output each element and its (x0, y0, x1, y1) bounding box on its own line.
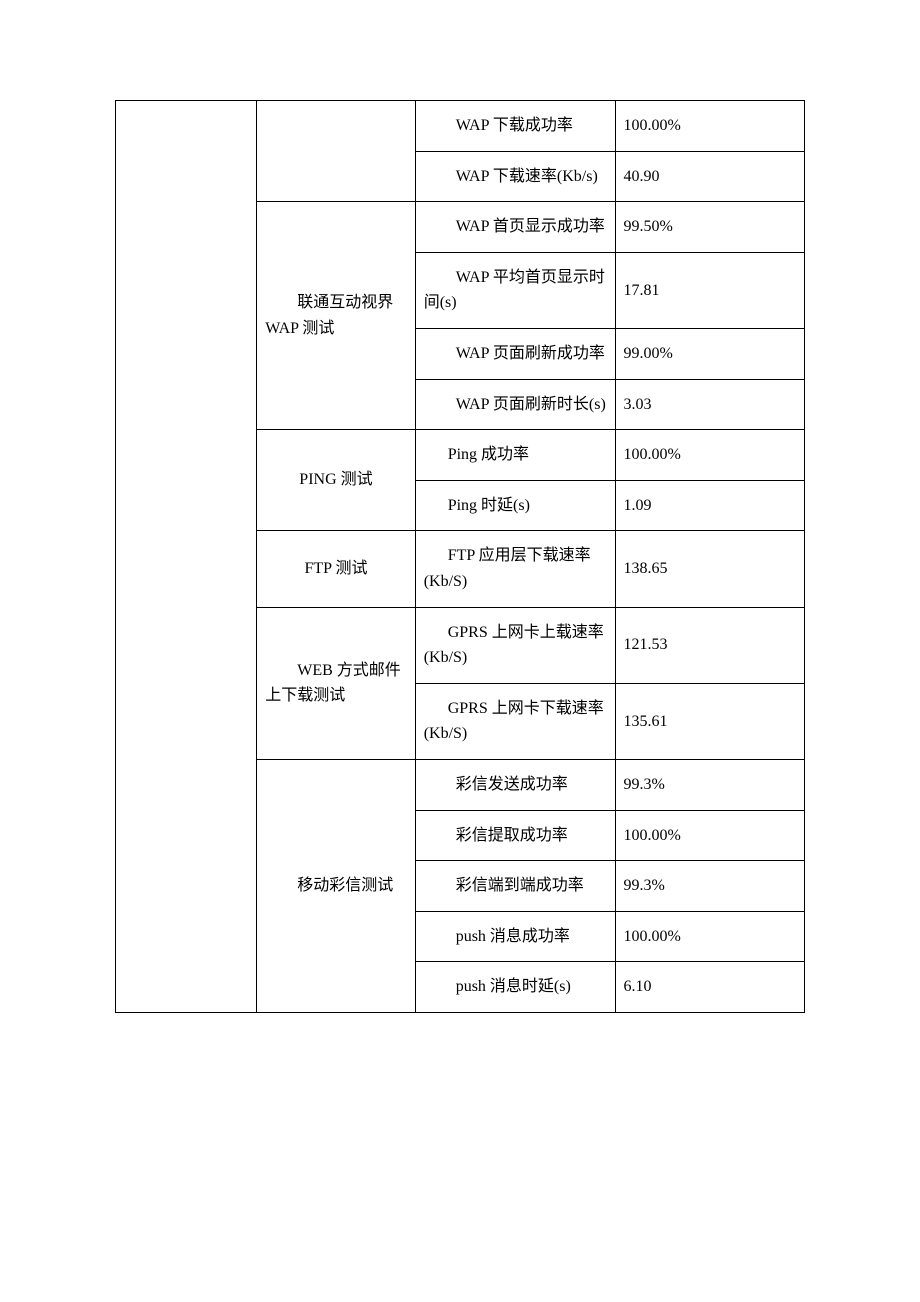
metric-cell: push 消息时延(s) (415, 962, 615, 1013)
test-name-cell: 联通互动视界 WAP 测试 (257, 202, 415, 430)
value-cell: 99.00% (615, 328, 805, 379)
metric-cell: WAP 平均首页显示时间(s) (415, 252, 615, 328)
test-name-cell: PING 测试 (257, 430, 415, 531)
metric-cell: 彩信发送成功率 (415, 759, 615, 810)
test-name-cell: FTP 测试 (257, 531, 415, 607)
value-cell: 135.61 (615, 683, 805, 759)
category-cell (116, 101, 257, 1013)
table-row: WAP 下载成功率 100.00% (116, 101, 805, 152)
metric-cell: GPRS 上网卡下载速率(Kb/S) (415, 683, 615, 759)
metric-cell: GPRS 上网卡上载速率(Kb/S) (415, 607, 615, 683)
value-cell: 17.81 (615, 252, 805, 328)
value-cell: 100.00% (615, 101, 805, 152)
value-cell: 6.10 (615, 962, 805, 1013)
value-cell: 121.53 (615, 607, 805, 683)
metric-cell: FTP 应用层下载速率(Kb/S) (415, 531, 615, 607)
test-metrics-table: WAP 下载成功率 100.00% WAP 下载速率(Kb/s) 40.90 联… (115, 100, 805, 1013)
value-cell: 138.65 (615, 531, 805, 607)
value-cell: 99.3% (615, 861, 805, 912)
value-cell: 3.03 (615, 379, 805, 430)
metric-cell: Ping 成功率 (415, 430, 615, 481)
metric-cell: push 消息成功率 (415, 911, 615, 962)
test-name-cell: 移动彩信测试 (257, 759, 415, 1012)
value-cell: 99.3% (615, 759, 805, 810)
metric-cell: WAP 页面刷新成功率 (415, 328, 615, 379)
value-cell: 100.00% (615, 430, 805, 481)
value-cell: 99.50% (615, 202, 805, 253)
metric-cell: 彩信端到端成功率 (415, 861, 615, 912)
metric-cell: 彩信提取成功率 (415, 810, 615, 861)
metric-cell: WAP 页面刷新时长(s) (415, 379, 615, 430)
test-name-cell: WEB 方式邮件上下载测试 (257, 607, 415, 759)
metric-cell: WAP 下载速率(Kb/s) (415, 151, 615, 202)
metric-cell: WAP 首页显示成功率 (415, 202, 615, 253)
value-cell: 100.00% (615, 911, 805, 962)
value-cell: 1.09 (615, 480, 805, 531)
metric-cell: Ping 时延(s) (415, 480, 615, 531)
test-name-cell (257, 101, 415, 202)
value-cell: 100.00% (615, 810, 805, 861)
value-cell: 40.90 (615, 151, 805, 202)
metric-cell: WAP 下载成功率 (415, 101, 615, 152)
